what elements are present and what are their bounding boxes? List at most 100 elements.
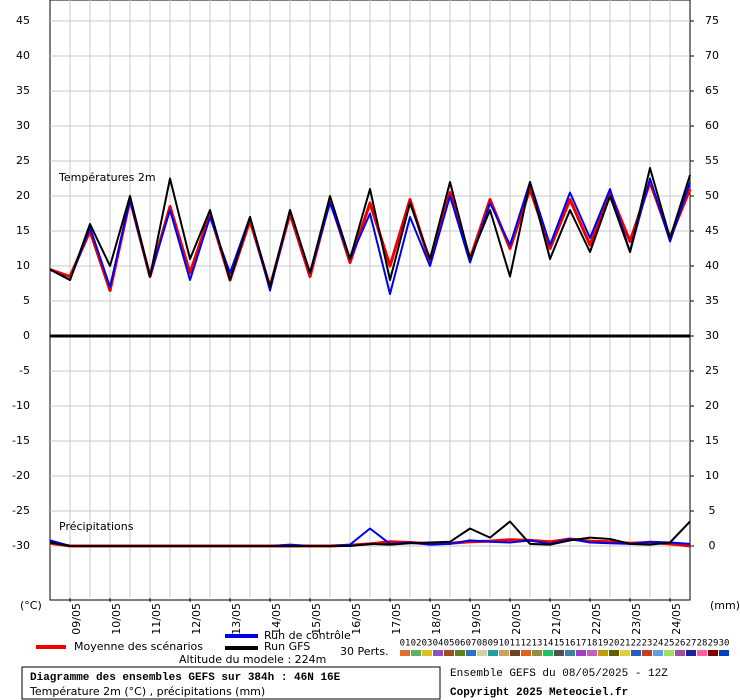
pert-swatch bbox=[642, 650, 652, 656]
y-tick-label: 35 bbox=[16, 84, 30, 97]
legend-label: Run de contrôle bbox=[264, 629, 351, 642]
series-line bbox=[49, 177, 691, 295]
y2-tick-label: 45 bbox=[705, 224, 719, 237]
y2-tick-label: 15 bbox=[705, 434, 719, 447]
pert-swatch bbox=[411, 650, 421, 656]
x-tick-label: 15/05 bbox=[310, 603, 323, 635]
pert-swatch bbox=[510, 650, 520, 656]
footer-subtitle: Température 2m (°C) , précipitations (mm… bbox=[29, 685, 265, 698]
y2-axis-label: (mm) bbox=[710, 599, 740, 612]
pert-swatch bbox=[620, 650, 630, 656]
pert-swatch bbox=[433, 650, 443, 656]
y2-tick-label: 30 bbox=[705, 329, 719, 342]
pert-swatch bbox=[400, 650, 410, 656]
pert-label: 17 bbox=[576, 639, 587, 649]
y2-tick-label: 75 bbox=[705, 14, 719, 27]
pert-swatch bbox=[532, 650, 542, 656]
pert-swatch bbox=[521, 650, 531, 656]
pert-label: 02 bbox=[411, 639, 422, 649]
y2-tick-label: 25 bbox=[705, 364, 719, 377]
x-tick-label: 11/05 bbox=[150, 603, 163, 635]
y2-tick-label: 55 bbox=[705, 154, 719, 167]
y-tick-label: 15 bbox=[16, 224, 30, 237]
pert-label: 07 bbox=[466, 639, 477, 649]
y-tick-label: 40 bbox=[16, 49, 30, 62]
x-tick-label: 13/05 bbox=[230, 603, 243, 635]
y-tick-label: -25 bbox=[12, 504, 30, 517]
pert-label: 21 bbox=[620, 639, 631, 649]
x-tick-label: 12/05 bbox=[190, 603, 203, 635]
pert-label: 20 bbox=[609, 639, 620, 649]
x-tick-label: 10/05 bbox=[110, 603, 123, 635]
x-tick-label: 22/05 bbox=[590, 603, 603, 635]
run-info: Ensemble GEFS du 08/05/2025 - 12Z bbox=[450, 668, 668, 680]
footer-box bbox=[21, 666, 441, 700]
y-tick-label: 20 bbox=[16, 189, 30, 202]
pert-swatch bbox=[587, 650, 597, 656]
pert-label: 24 bbox=[653, 639, 664, 649]
y-tick-label: 30 bbox=[16, 119, 30, 132]
y2-tick-label: 50 bbox=[705, 189, 719, 202]
x-tick-label: 18/05 bbox=[430, 603, 443, 635]
y-tick-label: 25 bbox=[16, 154, 30, 167]
altitude: Altitude du modele : 224m bbox=[179, 653, 326, 666]
y2-tick-label: 5 bbox=[709, 504, 716, 517]
pert-label: 29 bbox=[708, 639, 719, 649]
y2-tick-label: 65 bbox=[705, 84, 719, 97]
y2-tick-label: 10 bbox=[705, 469, 719, 482]
y2-tick-label: 40 bbox=[705, 259, 719, 272]
y-tick-label: -15 bbox=[12, 434, 30, 447]
pert-swatch bbox=[488, 650, 498, 656]
x-tick-label: 21/05 bbox=[550, 603, 563, 635]
pert-swatch bbox=[675, 650, 685, 656]
y2-tick-label: 0 bbox=[709, 539, 716, 552]
pert-swatch bbox=[686, 650, 696, 656]
pert-label: 18 bbox=[587, 639, 598, 649]
pert-swatch bbox=[598, 650, 608, 656]
y2-tick-label: 35 bbox=[705, 294, 719, 307]
y-tick-label: 5 bbox=[23, 294, 30, 307]
pert-swatch bbox=[455, 650, 465, 656]
x-tick-label: 24/05 bbox=[670, 603, 683, 635]
pert-label: 14 bbox=[543, 639, 554, 649]
pert-label: 30 bbox=[719, 639, 730, 649]
x-tick-label: 14/05 bbox=[270, 603, 283, 635]
legend-label: Run GFS bbox=[264, 640, 310, 653]
pert-swatch bbox=[708, 650, 718, 656]
pert-swatch bbox=[444, 650, 454, 656]
x-tick-label: 19/05 bbox=[470, 603, 483, 635]
pert-swatch bbox=[719, 650, 729, 656]
pert-label: 10 bbox=[499, 639, 510, 649]
pert-label: 03 bbox=[422, 639, 433, 649]
copyright: Copyright 2025 Meteociel.fr bbox=[450, 687, 628, 699]
x-tick-label: 17/05 bbox=[390, 603, 403, 635]
pert-label: 22 bbox=[631, 639, 642, 649]
x-tick-label: 09/05 bbox=[70, 603, 83, 635]
pert-label: 09 bbox=[488, 639, 499, 649]
pert-swatch bbox=[554, 650, 564, 656]
pert-swatch bbox=[697, 650, 707, 656]
pert-swatch bbox=[422, 650, 432, 656]
pert-swatch bbox=[565, 650, 575, 656]
pert-swatch bbox=[664, 650, 674, 656]
panel-title: Précipitations bbox=[59, 520, 134, 533]
y2-tick-label: 60 bbox=[705, 119, 719, 132]
pert-label: 15 bbox=[554, 639, 565, 649]
pert-label: 04 bbox=[433, 639, 444, 649]
x-tick-label: 20/05 bbox=[510, 603, 523, 635]
pert-label: 26 bbox=[675, 639, 686, 649]
footer-title: Diagramme des ensembles GEFS sur 384h : … bbox=[30, 672, 341, 684]
pert-swatch bbox=[499, 650, 509, 656]
y2-tick-label: 20 bbox=[705, 399, 719, 412]
y-tick-label: 45 bbox=[16, 14, 30, 27]
series-line bbox=[49, 520, 691, 547]
pert-label: 13 bbox=[532, 639, 543, 649]
pert-swatch bbox=[466, 650, 476, 656]
pert-swatch bbox=[653, 650, 663, 656]
y-tick-label: -10 bbox=[12, 399, 30, 412]
pert-label: 11 bbox=[510, 639, 521, 649]
y-tick-label: 10 bbox=[16, 259, 30, 272]
series-line bbox=[49, 167, 691, 288]
